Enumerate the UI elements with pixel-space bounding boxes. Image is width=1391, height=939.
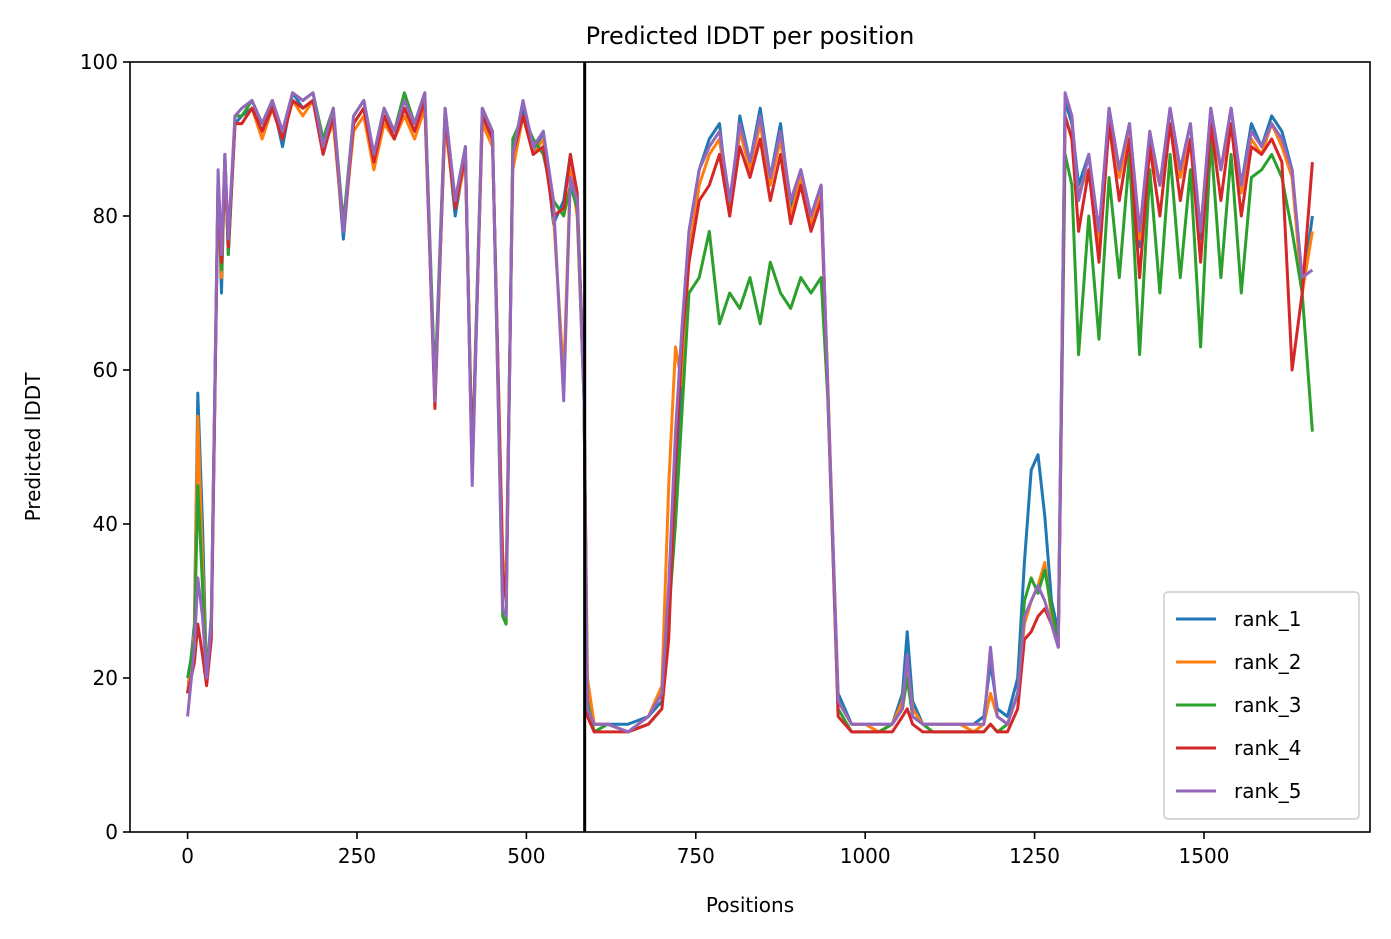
y-axis-title: Predicted lDDT bbox=[21, 372, 45, 522]
x-tick-label: 250 bbox=[338, 844, 376, 868]
legend-label-rank_5: rank_5 bbox=[1234, 779, 1301, 803]
x-tick-label: 1000 bbox=[840, 844, 891, 868]
y-tick-label: 40 bbox=[93, 512, 118, 536]
y-tick-label: 80 bbox=[93, 204, 118, 228]
y-tick-label: 0 bbox=[105, 820, 118, 844]
x-tick-label: 500 bbox=[507, 844, 545, 868]
x-axis-ticks: 0 250 500 750 1000 1250 1500 bbox=[181, 832, 1229, 868]
series-line-rank_5 bbox=[186, 91, 1314, 734]
y-tick-label: 20 bbox=[93, 666, 118, 690]
y-axis-ticks: 0 20 40 60 80 100 bbox=[80, 50, 130, 844]
legend-label-rank_1: rank_1 bbox=[1234, 607, 1301, 631]
x-tick-label: 1250 bbox=[1009, 844, 1060, 868]
chart-title: Predicted lDDT per position bbox=[586, 22, 915, 50]
legend-label-rank_4: rank_4 bbox=[1234, 736, 1301, 760]
x-tick-label: 1500 bbox=[1179, 844, 1230, 868]
legend-label-rank_3: rank_3 bbox=[1234, 693, 1301, 717]
x-tick-label: 750 bbox=[677, 844, 715, 868]
y-tick-label: 60 bbox=[93, 358, 118, 382]
y-tick-label: 100 bbox=[80, 50, 118, 74]
legend-box bbox=[1163, 591, 1360, 820]
series-layer bbox=[186, 91, 1314, 734]
legend-label-rank_2: rank_2 bbox=[1234, 650, 1301, 674]
x-axis-title: Positions bbox=[706, 893, 794, 917]
x-tick-label: 0 bbox=[181, 844, 194, 868]
legend: rank_1 rank_2 rank_3 rank_4 rank_5 bbox=[1163, 591, 1360, 820]
plot-frame bbox=[129, 61, 1371, 833]
